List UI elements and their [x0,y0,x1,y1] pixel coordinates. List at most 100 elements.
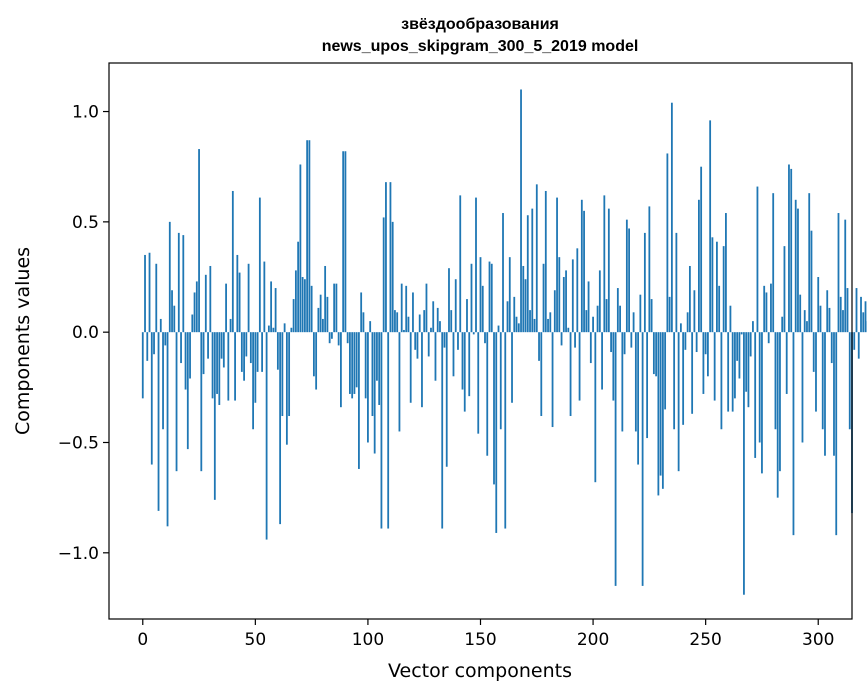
bar [610,332,612,353]
bar [698,199,700,333]
y-tick-label: 0.5 [72,213,99,233]
bar [709,120,712,333]
bar [274,288,277,333]
bar [815,332,817,412]
bar [508,257,511,333]
bar [560,332,563,346]
bar [301,277,304,333]
bar [204,274,207,333]
bar [864,301,867,333]
bar [792,332,795,536]
bar [720,332,723,430]
bar [308,140,311,333]
bar [770,283,772,333]
bar [594,332,597,483]
bar [418,314,421,333]
bar [835,332,838,536]
bar [434,332,437,381]
bar [826,290,829,333]
bar [860,296,862,333]
bar [240,332,243,372]
bar [797,208,799,333]
bar [616,288,619,333]
bar [362,312,365,333]
chart-title: звёздообразования [401,16,559,33]
bar [373,332,376,454]
bar [479,257,482,333]
bar [785,332,788,394]
bar [488,261,491,333]
bar [216,332,218,394]
bar [450,310,453,333]
bar [168,221,171,333]
bar [540,332,543,417]
bar [299,164,302,333]
bar [747,332,750,408]
bar [648,206,651,333]
bar [857,332,860,359]
bar [533,318,536,333]
bar [457,332,459,350]
bar [558,257,561,333]
bar [837,213,840,333]
bar [565,270,567,333]
bar [571,259,574,333]
bar [743,332,745,595]
bar [716,241,718,333]
y-axis-ticks: −1.0 −0.5 0.0 0.5 1.0 [58,103,109,564]
bar [353,332,356,394]
bar [734,332,736,399]
bar [727,332,730,412]
bar [182,235,185,333]
bar [788,164,790,333]
bar [200,332,203,472]
bar [812,332,815,372]
x-tick-label: 250 [689,630,721,650]
bar [551,332,554,428]
bar [202,332,205,375]
bar [285,332,288,445]
bar [306,140,309,333]
bar [180,332,182,364]
bar [589,332,592,364]
bar [441,332,444,529]
bar [335,283,338,333]
bar [477,332,480,434]
bar [177,232,180,333]
bar [799,294,802,333]
bar [749,332,752,357]
bar [448,268,450,333]
bar [630,332,633,348]
bar [848,332,851,430]
bar [695,332,698,353]
bar [389,182,392,333]
bar [655,332,658,377]
bar [195,281,198,333]
bar [171,290,173,333]
bar [220,332,223,359]
bar [150,332,153,465]
bar [707,332,709,377]
bar [371,332,374,417]
bar [668,296,671,333]
bar [394,310,396,333]
bar [245,332,248,357]
bar [403,329,405,333]
bar [643,232,646,333]
bar [704,332,707,355]
bar [272,327,275,333]
bar [409,332,412,403]
bar [657,332,660,496]
bar [303,279,306,333]
bar [360,292,363,333]
bar [258,197,261,333]
bar [542,263,545,333]
bar [376,332,378,381]
bar [173,305,176,333]
bar [745,332,748,392]
bar [547,318,549,333]
bar [794,199,797,333]
bar [790,168,793,333]
bar [502,213,504,333]
bar [761,332,763,474]
